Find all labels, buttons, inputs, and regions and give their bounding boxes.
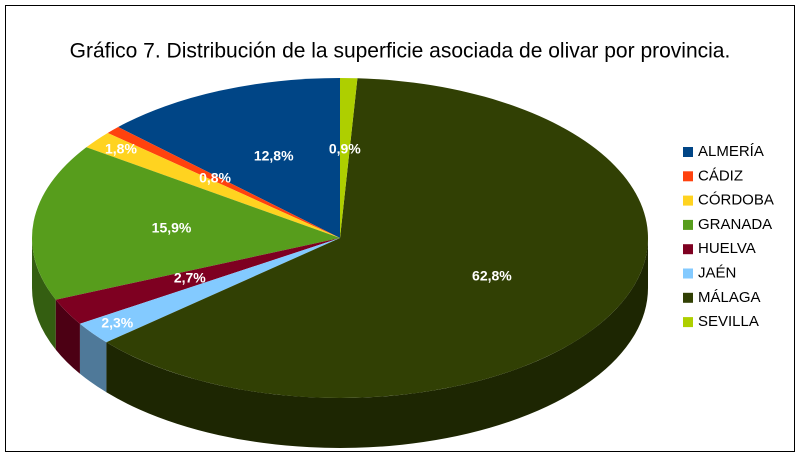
data-label: 0,8% (199, 169, 231, 185)
legend-swatch (683, 268, 693, 279)
legend-swatch (683, 195, 693, 206)
legend-label: CÁDIZ (698, 167, 743, 184)
legend-label: HUELVA (698, 240, 756, 257)
data-label: 0,9% (329, 141, 361, 157)
legend-swatch (683, 171, 693, 182)
slice-side (79, 323, 107, 393)
slice (79, 238, 341, 343)
slice (106, 78, 648, 399)
legend-label: SEVILLA (698, 313, 759, 330)
slice (118, 78, 340, 238)
slice (340, 78, 358, 238)
legend-swatch (683, 317, 693, 328)
data-label: 15,9% (152, 220, 192, 236)
legend-swatch (683, 219, 693, 230)
slice (55, 238, 340, 324)
data-label: 1,8% (105, 140, 137, 156)
legend-label: GRANADA (698, 216, 772, 233)
legend-label: ALMERÍA (698, 143, 764, 160)
chart-title: Gráfico 7. Distribución de la superficie… (70, 40, 731, 63)
slice (86, 132, 340, 238)
slice-side (106, 238, 648, 449)
data-label: 2,7% (174, 269, 206, 285)
legend-label: JAÉN (698, 264, 736, 281)
legend-swatch (683, 292, 693, 303)
slice (107, 127, 340, 238)
data-label: 62,8% (472, 268, 512, 284)
legend-swatch (683, 244, 693, 255)
legend-swatch (683, 147, 693, 157)
slice-side (55, 299, 80, 374)
slice (31, 147, 341, 300)
data-label: 12,8% (254, 148, 294, 164)
slice-side (32, 238, 56, 350)
data-label: 2,3% (101, 314, 133, 330)
legend-label: CÓRDOBA (698, 192, 774, 209)
legend-label: MÁLAGA (698, 289, 761, 306)
